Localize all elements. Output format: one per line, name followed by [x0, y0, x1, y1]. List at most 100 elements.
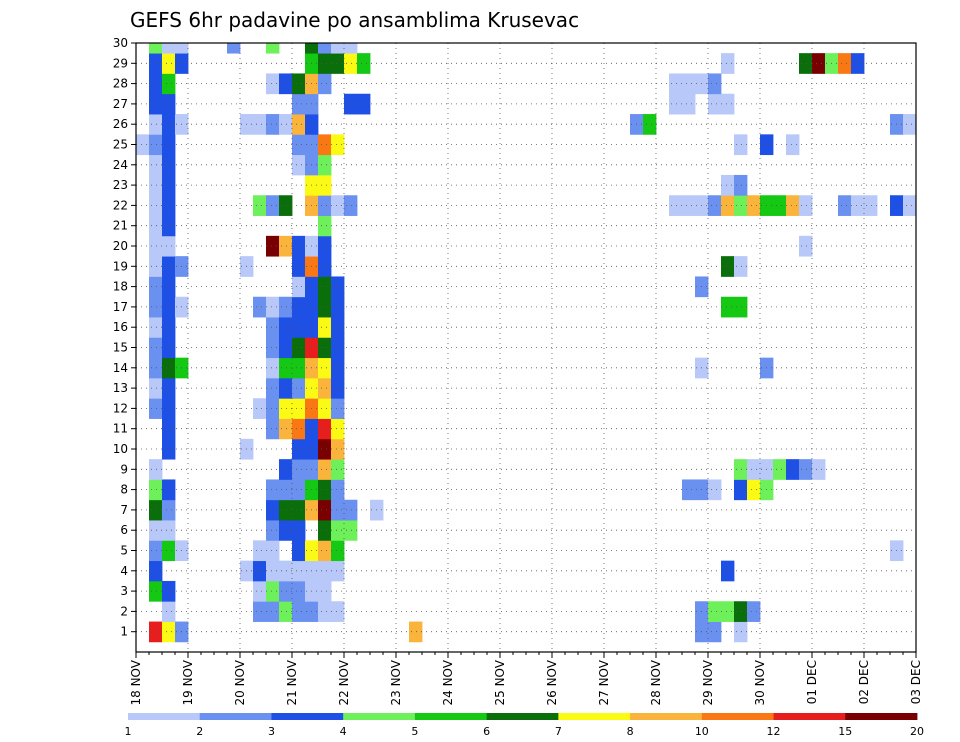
heatmap-cell: [149, 296, 163, 318]
colorbar-label: 8: [627, 725, 634, 738]
heatmap-cell: [344, 195, 358, 216]
heatmap-cell: [136, 134, 150, 156]
x-tick-label: 19 NOV: [181, 659, 195, 705]
heatmap-cell: [279, 296, 293, 318]
heatmap-cell: [409, 621, 423, 643]
heatmap-cell: [292, 73, 306, 95]
heatmap-cell: [162, 438, 176, 460]
heatmap-cell: [292, 317, 306, 338]
heatmap-cell: [149, 134, 163, 156]
heatmap-cell: [357, 93, 371, 115]
heatmap-cell: [266, 357, 280, 379]
heatmap-cell: [721, 195, 735, 216]
heatmap-cell: [318, 215, 332, 237]
colorbar-segment: [128, 713, 201, 720]
heatmap-cell: [344, 499, 358, 521]
heatmap-cell: [305, 43, 319, 54]
heatmap-cell: [734, 479, 748, 501]
heatmap-cell: [292, 357, 306, 379]
colorbar-segment: [199, 713, 272, 720]
y-tick-label: 26: [113, 117, 128, 131]
colorbar-label: 5: [411, 725, 418, 738]
heatmap-cell: [292, 235, 306, 257]
heatmap-cell: [786, 195, 800, 216]
y-tick-label: 25: [113, 138, 128, 152]
heatmap-cell: [149, 337, 163, 359]
heatmap-cell: [318, 195, 332, 216]
heatmap-cell: [292, 154, 306, 176]
heatmap-cell: [708, 73, 722, 95]
x-tick-label: 23 NOV: [389, 659, 403, 705]
y-tick-label: 6: [120, 523, 128, 537]
heatmap-cell: [162, 580, 176, 602]
heatmap-cell: [279, 601, 293, 622]
y-tick-label: 14: [113, 361, 128, 375]
heatmap-cell: [162, 195, 176, 216]
heatmap-cell: [318, 174, 332, 196]
heatmap-cell: [331, 499, 345, 521]
heatmap-cell: [331, 317, 345, 338]
heatmap-cell: [292, 93, 306, 115]
heatmap-cell: [318, 398, 332, 419]
heatmap-cell: [266, 398, 280, 419]
heatmap-cell: [279, 418, 293, 440]
heatmap-cell: [838, 53, 852, 74]
heatmap-cell: [318, 256, 332, 277]
heatmap-cell: [279, 377, 293, 399]
heatmap-cell: [279, 357, 293, 379]
colorbar-segment: [271, 713, 344, 720]
heatmap-cell: [279, 560, 293, 582]
heatmap-cell: [318, 276, 332, 298]
x-tick-label: 25 NOV: [493, 659, 507, 705]
heatmap-cell: [331, 195, 345, 216]
heatmap-cell: [318, 601, 332, 622]
heatmap-cell: [266, 337, 280, 359]
x-tick-label: 21 NOV: [285, 659, 299, 705]
heatmap-cell: [149, 174, 163, 196]
heatmap-cell: [292, 499, 306, 521]
heatmap-cell: [734, 174, 748, 196]
heatmap-cell: [266, 601, 280, 622]
heatmap-cell: [149, 459, 163, 480]
x-tick-label: 20 NOV: [233, 659, 247, 705]
heatmap-cell: [149, 499, 163, 521]
y-tick-label: 7: [120, 503, 128, 517]
heatmap-cell: [331, 601, 345, 622]
heatmap-cell: [162, 499, 176, 521]
heatmap-cell: [331, 540, 345, 562]
heatmap-cell: [331, 520, 345, 541]
heatmap-cell: [266, 114, 280, 135]
heatmap-cell: [812, 53, 826, 74]
heatmap-cell: [682, 479, 696, 501]
heatmap-cell: [357, 53, 371, 74]
heatmap-cell: [708, 93, 722, 115]
x-tick-label: 27 NOV: [597, 659, 611, 705]
heatmap-cell: [331, 418, 345, 440]
x-tick-label: 30 NOV: [753, 659, 767, 705]
heatmap-cell: [162, 276, 176, 298]
heatmap-cell: [149, 479, 163, 501]
heatmap-cell: [266, 195, 280, 216]
heatmap-cell: [253, 296, 267, 318]
heatmap-cell: [344, 93, 358, 115]
x-tick-label: 28 NOV: [649, 659, 663, 705]
heatmap-cell: [773, 195, 787, 216]
heatmap-cell: [747, 601, 761, 622]
heatmap-cell: [292, 276, 306, 298]
colorbar-label: 20: [910, 725, 924, 738]
x-tick-label: 22 NOV: [337, 659, 351, 705]
heatmap-cell: [266, 499, 280, 521]
heatmap-cell: [149, 580, 163, 602]
y-tick-label: 28: [113, 77, 128, 91]
heatmap-cell: [734, 195, 748, 216]
colorbar-segment: [773, 713, 846, 720]
y-tick-label: 13: [113, 381, 128, 395]
heatmap-cell: [149, 93, 163, 115]
x-tick-label: 18 NOV: [129, 659, 143, 705]
heatmap-cell: [292, 520, 306, 541]
heatmap-cell: [734, 459, 748, 480]
heatmap-cell: [162, 337, 176, 359]
heatmap-cell: [162, 256, 176, 277]
heatmap-cell: [292, 134, 306, 156]
